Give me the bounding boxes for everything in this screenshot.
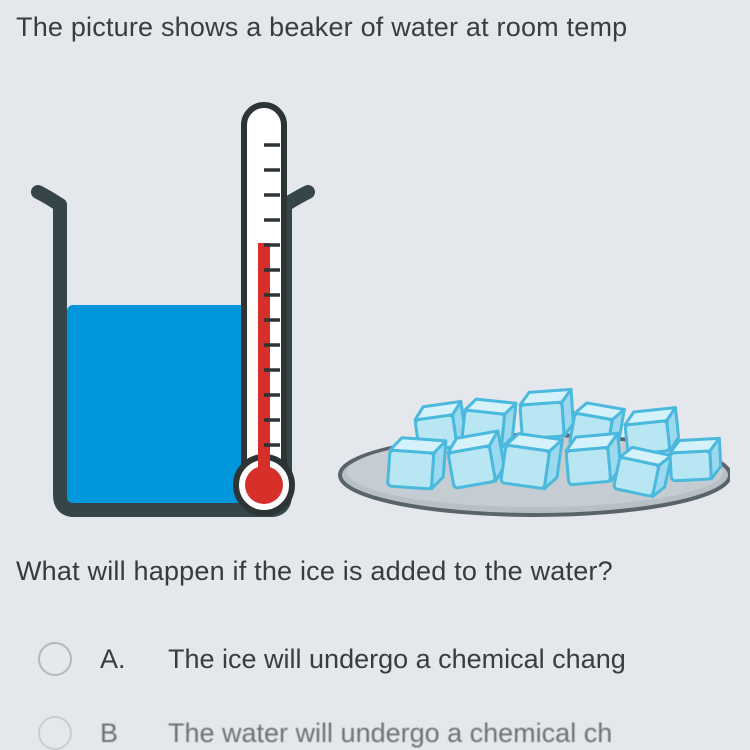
option-b-letter: B [100, 718, 140, 749]
radio-b[interactable] [38, 716, 72, 750]
option-b-row[interactable]: B The water will undergo a chemical ch [38, 716, 612, 750]
option-a-text: The ice will undergo a chemical chang [168, 644, 626, 675]
question-line-1: The picture shows a beaker of water at r… [16, 12, 627, 43]
option-a-letter: A. [100, 644, 140, 675]
radio-a[interactable] [38, 642, 72, 676]
question-line-2: What will happen if the ice is added to … [16, 556, 613, 587]
diagram-illustration [20, 75, 730, 535]
option-a-row[interactable]: A. The ice will undergo a chemical chang [38, 642, 626, 676]
thermometer-icon [236, 105, 292, 513]
option-b-text: The water will undergo a chemical ch [168, 718, 612, 749]
